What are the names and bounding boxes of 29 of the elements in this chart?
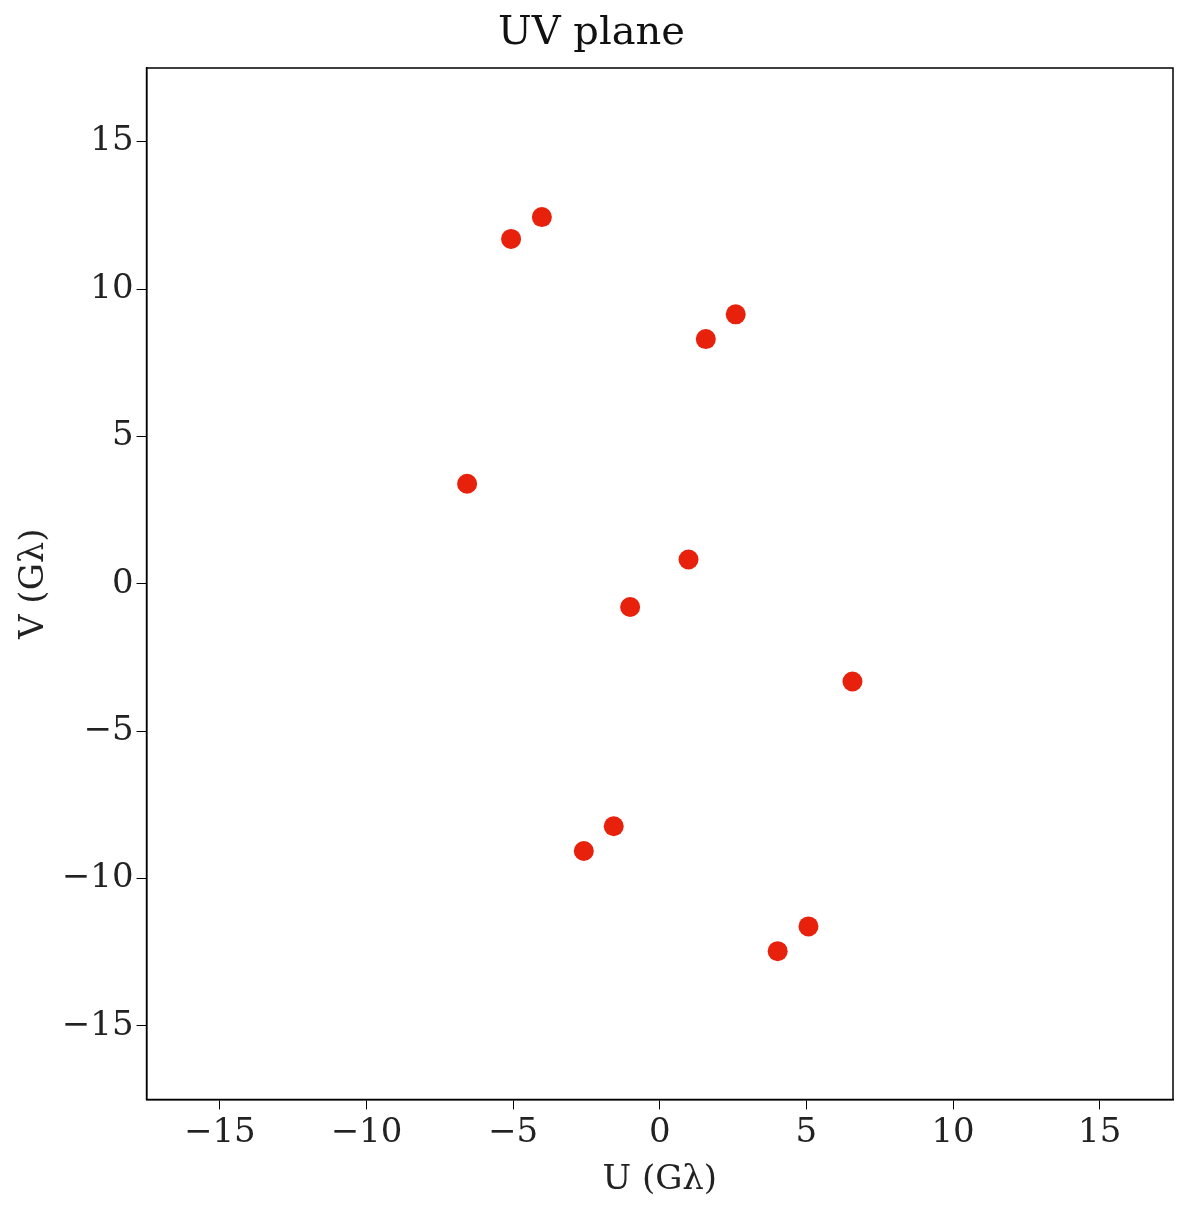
x-tick-label: 0 bbox=[648, 1109, 671, 1150]
chart-title: UV plane bbox=[498, 7, 685, 54]
point bbox=[603, 816, 624, 837]
point bbox=[842, 671, 863, 692]
y-tick-label: −5 bbox=[83, 707, 134, 748]
point bbox=[725, 304, 746, 325]
y-tick-label: −10 bbox=[61, 855, 134, 896]
point bbox=[767, 941, 788, 962]
x-tick-label: −5 bbox=[488, 1109, 539, 1150]
point bbox=[573, 840, 594, 861]
y-tick-label: 10 bbox=[90, 265, 134, 306]
point bbox=[501, 228, 522, 249]
x-tick-label: 10 bbox=[931, 1109, 975, 1150]
y-tick-label: 5 bbox=[111, 413, 134, 454]
x-axis-title: U (Gλ) bbox=[602, 1157, 718, 1198]
y-axis-title: V (Gλ) bbox=[11, 528, 52, 640]
y-tick-label: 0 bbox=[111, 560, 134, 601]
x-tick-label: −15 bbox=[183, 1109, 256, 1150]
point bbox=[678, 549, 699, 570]
x-tick-label: 15 bbox=[1078, 1109, 1122, 1150]
y-tick-label: 15 bbox=[90, 118, 134, 159]
point bbox=[531, 207, 552, 228]
point bbox=[695, 329, 716, 350]
y-tick-label: −15 bbox=[61, 1002, 134, 1043]
point bbox=[798, 916, 819, 937]
x-tick-label: −10 bbox=[330, 1109, 403, 1150]
point bbox=[620, 596, 641, 617]
x-tick-label: 5 bbox=[795, 1109, 818, 1150]
point bbox=[457, 473, 478, 494]
